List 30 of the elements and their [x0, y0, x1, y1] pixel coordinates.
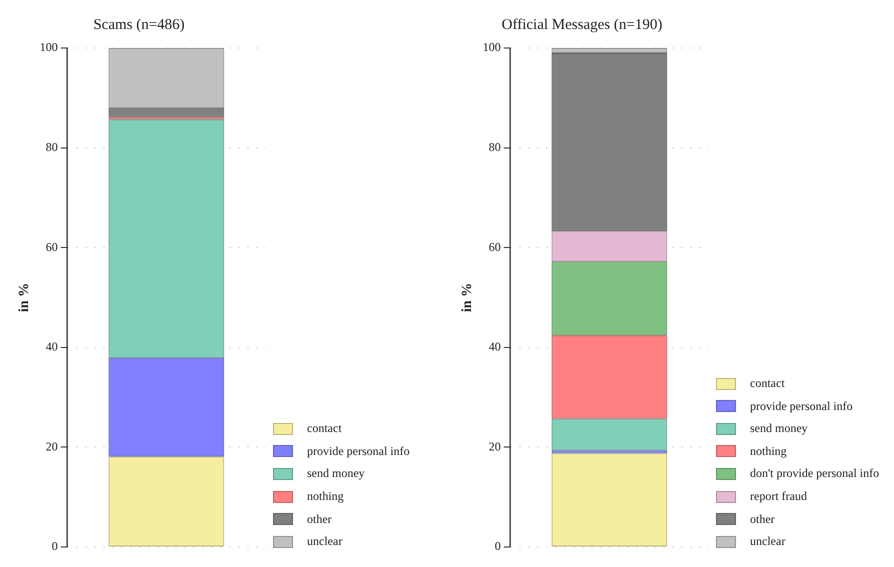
legend-label: don't provide personal info — [750, 466, 880, 482]
y-tick-label: 20 — [46, 439, 58, 454]
y-tick-label: 0 — [494, 539, 501, 554]
legend-label: send money — [750, 421, 808, 436]
legend-label: send money — [307, 466, 365, 482]
legend-label: report fraud — [750, 489, 807, 504]
y-tick-label: 60 — [488, 240, 501, 254]
chart-title: Official Messages (n=190) — [502, 16, 662, 33]
legend-label: provide personal info — [307, 444, 410, 459]
y-tick-label: 0 — [52, 539, 58, 554]
y-tick-label: 60 — [46, 240, 58, 254]
y-axis-title: in % — [460, 282, 476, 312]
legend-label: other — [307, 512, 332, 527]
y-tick-label: 80 — [46, 140, 58, 154]
chart-title: Scams (n=486) — [93, 16, 185, 33]
legend-label: unclear — [307, 534, 342, 550]
legend-label: contact — [307, 421, 342, 436]
y-tick-label: 100 — [40, 40, 58, 54]
y-tick-label: 100 — [482, 40, 501, 54]
y-tick-label: 20 — [488, 439, 501, 454]
legend-label: nothing — [307, 489, 344, 504]
y-tick-label: 80 — [488, 140, 501, 154]
legend-label: unclear — [750, 534, 786, 550]
y-tick-label: 40 — [46, 340, 58, 354]
legend-label: contact — [750, 376, 785, 392]
y-tick-label: 40 — [488, 340, 501, 354]
y-axis-title: in % — [17, 282, 32, 312]
legend-label: provide personal info — [750, 398, 853, 414]
legend-label: nothing — [750, 444, 787, 459]
legend-label: other — [750, 512, 775, 527]
